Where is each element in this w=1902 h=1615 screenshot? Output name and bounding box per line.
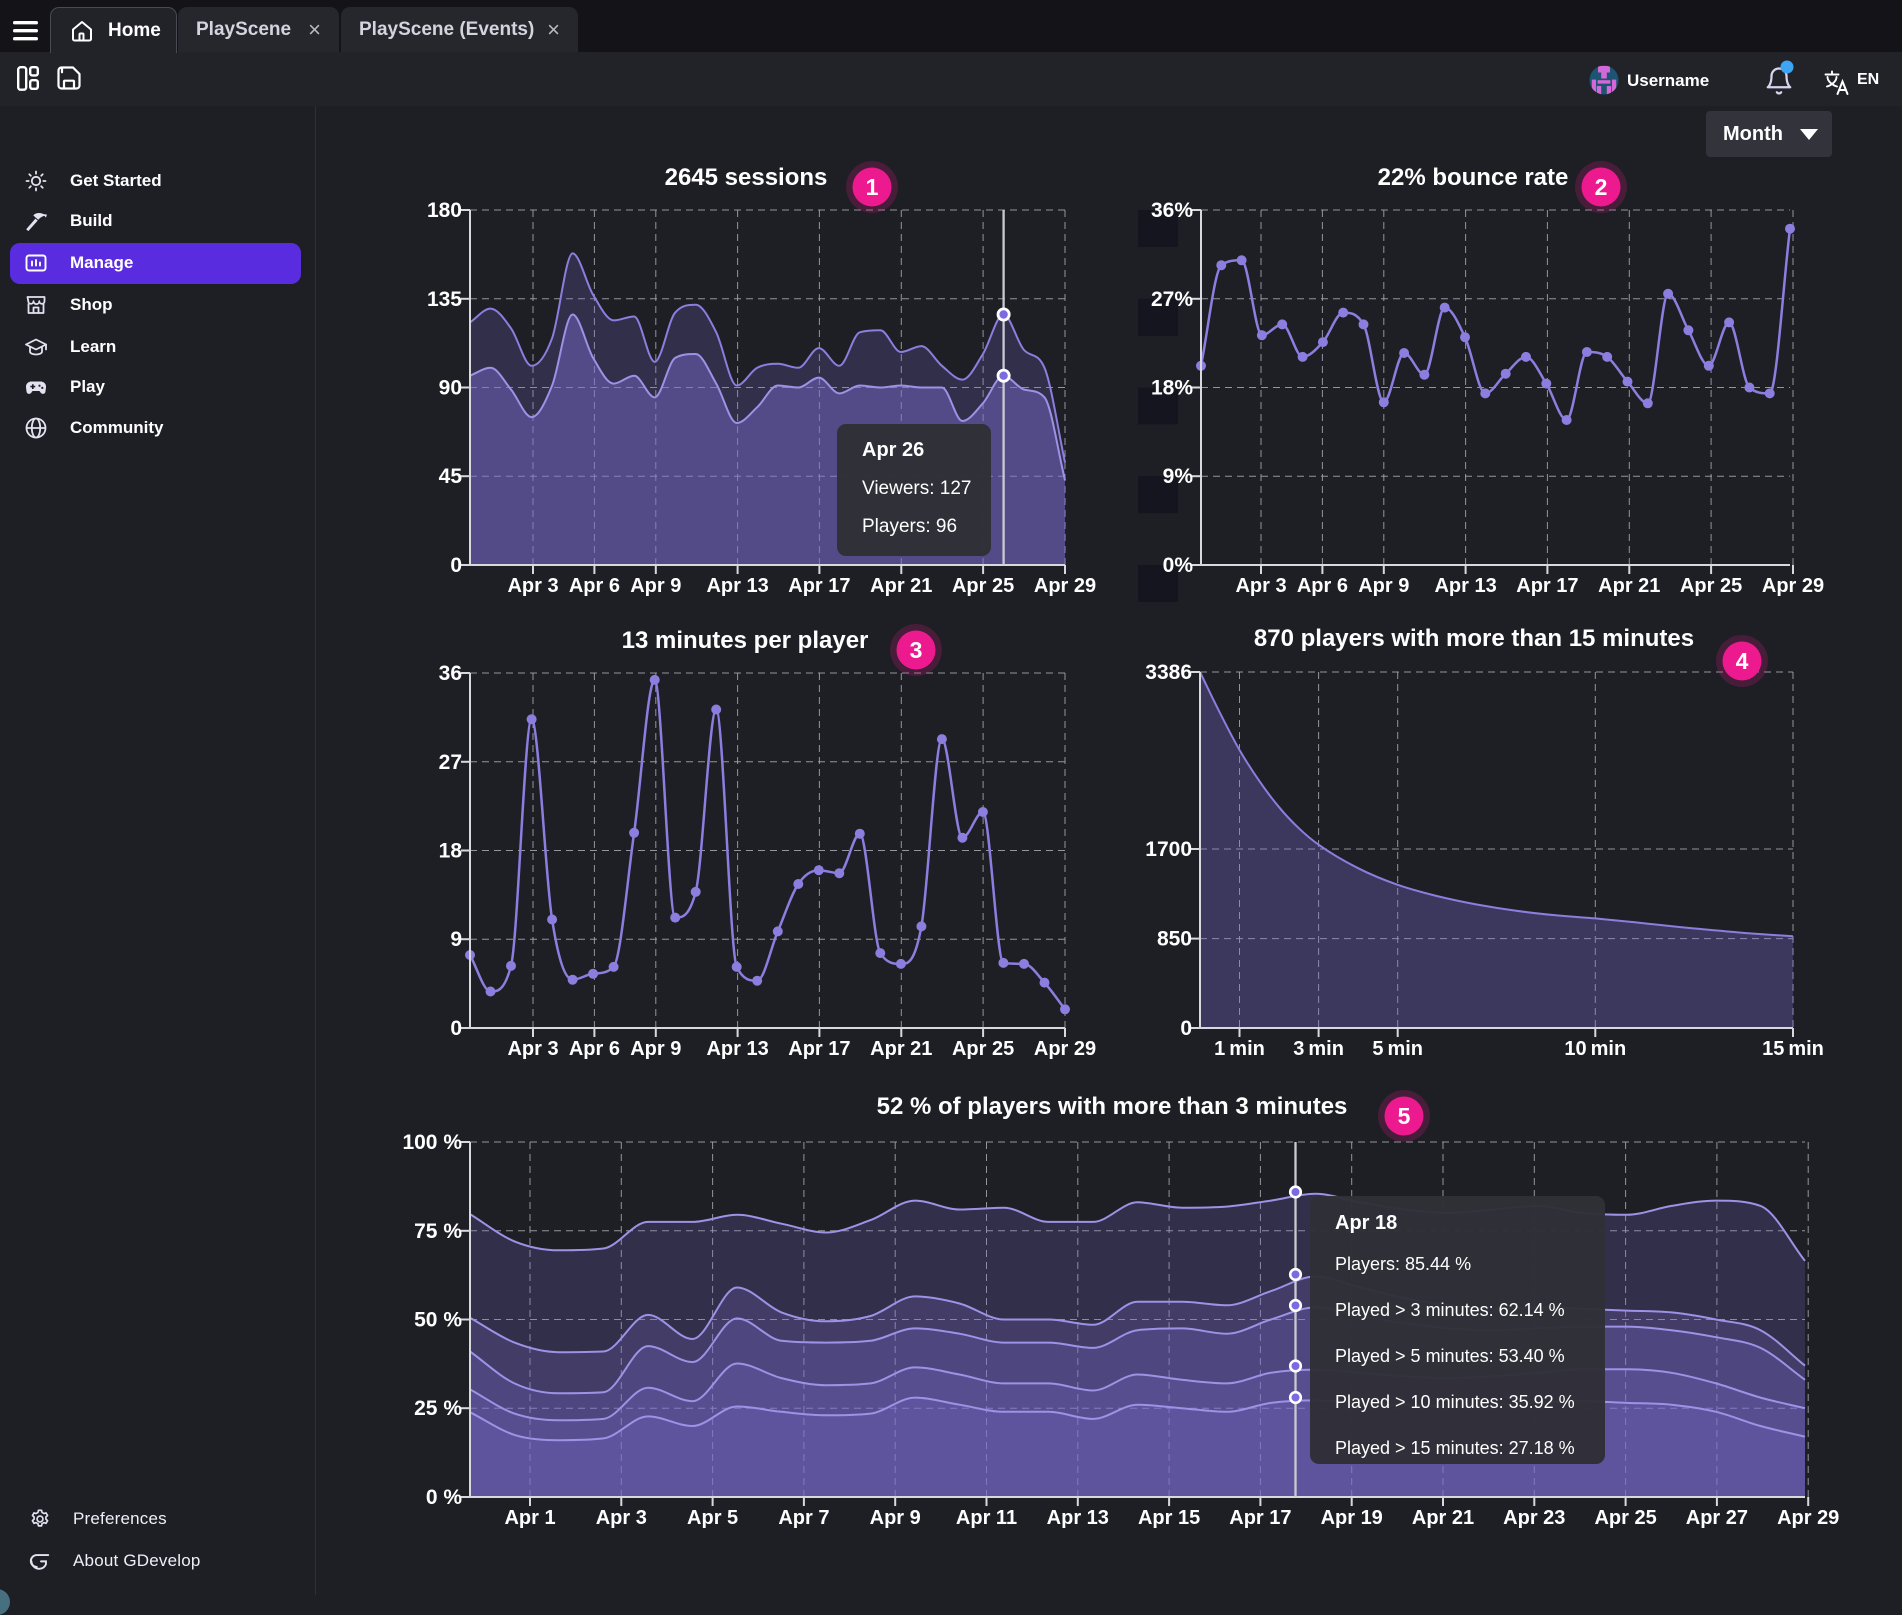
svg-text:Apr 11: Apr 11: [956, 1507, 1017, 1529]
svg-text:90: 90: [439, 377, 462, 400]
svg-text:10 min: 10 min: [1564, 1038, 1626, 1060]
svg-text:27%: 27%: [1151, 288, 1193, 311]
svg-text:Apr 1: Apr 1: [504, 1507, 555, 1529]
svg-text:0: 0: [450, 554, 462, 577]
svg-text:Apr 6: Apr 6: [569, 1038, 620, 1060]
svg-text:Apr 13: Apr 13: [706, 575, 768, 597]
svg-text:Apr 9: Apr 9: [1358, 575, 1409, 597]
svg-text:75 %: 75 %: [414, 1220, 462, 1243]
svg-text:36: 36: [439, 662, 462, 685]
svg-text:9%: 9%: [1163, 465, 1194, 488]
svg-text:Apr 9: Apr 9: [870, 1507, 921, 1529]
svg-text:Apr 17: Apr 17: [788, 1038, 850, 1060]
svg-text:Apr 9: Apr 9: [630, 575, 681, 597]
svg-text:18%: 18%: [1151, 377, 1193, 400]
svg-text:Apr 6: Apr 6: [1297, 575, 1348, 597]
svg-text:Apr 13: Apr 13: [1047, 1507, 1109, 1529]
svg-text:Apr 25: Apr 25: [952, 575, 1014, 597]
svg-text:Apr 9: Apr 9: [630, 1038, 681, 1060]
svg-text:Apr 29: Apr 29: [1034, 575, 1096, 597]
svg-text:Apr 19: Apr 19: [1321, 1507, 1383, 1529]
svg-text:Apr 21: Apr 21: [1412, 1507, 1474, 1529]
svg-text:25 %: 25 %: [414, 1397, 462, 1420]
svg-text:0 %: 0 %: [426, 1486, 463, 1509]
svg-text:135: 135: [427, 288, 462, 311]
svg-text:1 min: 1 min: [1214, 1038, 1265, 1060]
svg-text:850: 850: [1157, 928, 1192, 951]
svg-text:50 %: 50 %: [414, 1309, 462, 1332]
svg-text:Apr 5: Apr 5: [687, 1507, 738, 1529]
svg-text:Apr 25: Apr 25: [952, 1038, 1014, 1060]
svg-text:1700: 1700: [1145, 838, 1192, 861]
svg-text:Apr 3: Apr 3: [507, 1038, 558, 1060]
svg-text:1: 1: [866, 174, 879, 200]
svg-text:Apr 17: Apr 17: [788, 575, 850, 597]
svg-text:22% bounce rate: 22% bounce rate: [1378, 164, 1569, 191]
svg-text:52 % of players with more than: 52 % of players with more than 3 minutes: [877, 1093, 1348, 1120]
svg-text:0%: 0%: [1163, 554, 1194, 577]
svg-text:180: 180: [427, 199, 462, 222]
svg-text:5: 5: [1398, 1103, 1411, 1129]
svg-text:Apr 3: Apr 3: [596, 1507, 647, 1529]
svg-text:Apr 6: Apr 6: [569, 575, 620, 597]
svg-text:13 minutes per player: 13 minutes per player: [622, 627, 869, 654]
svg-text:Apr 17: Apr 17: [1229, 1507, 1291, 1529]
svg-text:870 players with more than 15: 870 players with more than 15 minutes: [1254, 625, 1694, 652]
svg-text:Apr 7: Apr 7: [778, 1507, 829, 1529]
svg-text:0: 0: [450, 1017, 462, 1040]
svg-text:5 min: 5 min: [1372, 1038, 1423, 1060]
svg-text:3: 3: [910, 637, 923, 663]
svg-text:27: 27: [439, 751, 462, 774]
svg-text:Apr 25: Apr 25: [1680, 575, 1742, 597]
svg-text:18: 18: [439, 840, 463, 863]
svg-text:Apr 3: Apr 3: [1235, 575, 1286, 597]
svg-text:3 min: 3 min: [1293, 1038, 1344, 1060]
svg-text:Apr 3: Apr 3: [507, 575, 558, 597]
svg-text:Apr 13: Apr 13: [1434, 575, 1496, 597]
svg-text:Apr 27: Apr 27: [1686, 1507, 1748, 1529]
svg-text:Apr 25: Apr 25: [1594, 1507, 1656, 1529]
svg-text:0: 0: [1180, 1017, 1192, 1040]
svg-text:100 %: 100 %: [402, 1131, 462, 1154]
svg-text:Apr 21: Apr 21: [1598, 575, 1660, 597]
svg-text:36%: 36%: [1151, 199, 1193, 222]
svg-text:Apr 21: Apr 21: [870, 1038, 932, 1060]
svg-text:2: 2: [1595, 174, 1608, 200]
svg-text:3386: 3386: [1145, 661, 1192, 684]
svg-text:2645 sessions: 2645 sessions: [665, 164, 828, 191]
svg-text:Apr 29: Apr 29: [1762, 575, 1824, 597]
svg-text:Apr 23: Apr 23: [1503, 1507, 1565, 1529]
svg-text:Apr 17: Apr 17: [1516, 575, 1578, 597]
svg-text:9: 9: [450, 928, 462, 951]
svg-text:15 min: 15 min: [1762, 1038, 1824, 1060]
svg-text:4: 4: [1736, 648, 1749, 674]
svg-text:Apr 29: Apr 29: [1777, 1507, 1839, 1529]
svg-text:45: 45: [439, 465, 463, 488]
svg-text:Apr 21: Apr 21: [870, 575, 932, 597]
svg-text:Apr 29: Apr 29: [1034, 1038, 1096, 1060]
svg-text:Apr 13: Apr 13: [706, 1038, 768, 1060]
svg-text:Apr 15: Apr 15: [1138, 1507, 1200, 1529]
